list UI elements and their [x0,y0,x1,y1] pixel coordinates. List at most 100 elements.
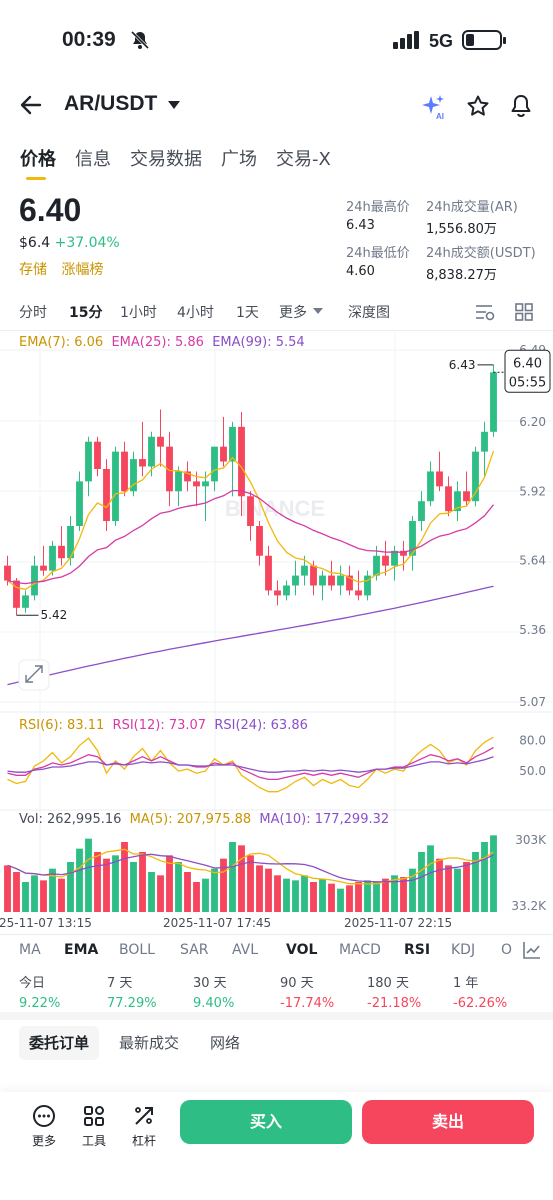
last-price: 6.40 [19,192,82,228]
candle-body [148,436,155,467]
sell-button[interactable]: 卖出 [362,1100,534,1144]
ind-kdj[interactable]: KDJ [451,942,476,958]
volume-bar [310,882,317,912]
tab-trading-data[interactable]: 交易数据 [130,149,202,170]
usd-price: $6.4 [19,235,51,251]
pair-title[interactable]: AR/USDT [64,92,158,115]
volume-bar [22,882,29,912]
tab-trade-x[interactable]: 交易-X [276,149,331,170]
perf-today: 今日 9.22% [19,976,61,1011]
indicator-chart-icon[interactable] [522,940,542,960]
candle-body [175,471,182,492]
vol-legend: Vol: 262,995.16 MA(5): 207,975.88 MA(10)… [19,812,389,827]
tf-line[interactable]: 分时 [19,305,47,321]
candle-body [472,451,479,502]
volume-bar [328,883,335,912]
tf-4h[interactable]: 4小时 [177,305,214,321]
volume-bar [103,858,110,912]
candle-body [265,555,272,591]
time-axis-label: 2025-11-07 17:45 [163,916,271,930]
layout-grid-icon[interactable] [514,302,534,322]
ind-rsi[interactable]: RSI [404,942,431,958]
candle-body [391,550,398,566]
bell-icon[interactable] [510,94,532,118]
tools-button[interactable]: 工具 [74,1104,114,1149]
candle-body [193,481,200,487]
volume-bar [292,880,299,912]
candle-body [202,481,209,487]
tf-more[interactable]: 更多 [279,305,307,321]
tf-15m[interactable]: 15分 [69,305,103,321]
pair-dropdown-icon[interactable] [168,101,180,109]
star-icon[interactable] [466,94,490,118]
volume-bar [40,880,47,912]
ind-ema[interactable]: EMA [64,942,99,958]
volume-bar [85,838,92,912]
rsi-line [7,736,494,793]
rsi6-legend: RSI(6): 83.11 [19,718,105,733]
tab-info[interactable]: 信息 [75,149,111,170]
chart-settings-icon[interactable] [474,302,496,322]
volume-bar [94,852,101,912]
tf-1h[interactable]: 1小时 [120,305,157,321]
tools-icon [84,1106,104,1126]
ema99-legend: EMA(99): 5.54 [212,335,305,350]
volume-bar [193,882,200,912]
candle-body [31,565,38,596]
tab-network[interactable]: 网络 [210,1034,241,1052]
tf-depth[interactable]: 深度图 [348,305,390,321]
vol-axis-label: 33.2K [511,899,547,913]
min-price-label: 5.42 [41,608,68,622]
kline-chart[interactable]: BINANCE 6.496.205.925.645.365.0780.050.0… [0,332,553,932]
ind-macd[interactable]: MACD [339,942,381,958]
ind-more[interactable]: O [501,942,513,958]
tab-orders[interactable]: 委托订单 [19,1026,100,1060]
more-caret-icon[interactable] [313,308,323,314]
candle-body [103,468,110,522]
candle-body [319,575,326,586]
volume-bar [265,868,272,912]
candle-body [346,575,353,591]
ai-sparkle-icon[interactable]: AI [420,94,446,120]
tag-list: 存储 涨幅榜 [19,259,113,279]
rsi24-legend: RSI(24): 63.86 [214,718,308,733]
ind-avl[interactable]: AVL [232,942,259,958]
ema25-line [7,489,495,585]
divider [0,330,553,331]
candle-body [310,565,317,586]
status-bar: 00:39 5G [0,0,553,80]
ind-sar[interactable]: SAR [180,942,209,958]
rsi-line [7,746,494,781]
price-axis-label: 5.07 [519,695,546,709]
tag-gainers[interactable]: 涨幅榜 [61,262,104,278]
volume-bar [391,875,398,912]
back-arrow-icon[interactable] [20,94,42,116]
leverage-icon [135,1107,153,1125]
indicator-tabs: MA EMA BOLL SAR AVL VOL MACD RSI KDJ O [0,942,553,962]
tab-price[interactable]: 价格 [20,145,56,181]
ind-ma[interactable]: MA [19,942,41,958]
volume-bar [490,835,497,912]
candle-body [40,565,47,571]
candle-body [301,565,308,576]
volume-bar [463,862,470,912]
tag-storage[interactable]: 存储 [19,262,47,278]
countdown-tag: 05:55 [509,375,546,390]
tab-latest-trades[interactable]: 最新成交 [119,1034,180,1052]
leverage-button[interactable]: 杠杆 [124,1104,164,1149]
candle-body [463,491,470,502]
ind-boll[interactable]: BOLL [119,942,155,958]
candle-body [67,526,74,559]
candle-body [49,545,56,571]
volume-bar [247,855,254,912]
more-button[interactable]: 更多 [24,1104,64,1149]
header: AR/USDT AI [0,84,553,128]
price-axis-label: 5.36 [519,623,546,637]
ema-legend: EMA(7): 6.06 EMA(25): 5.86 EMA(99): 5.54 [19,335,305,350]
ema7-legend: EMA(7): 6.06 [19,335,104,350]
buy-button[interactable]: 买入 [180,1100,352,1144]
ind-vol[interactable]: VOL [286,942,318,958]
tab-square[interactable]: 广场 [221,149,257,170]
expand-button[interactable] [18,659,50,691]
tf-1d[interactable]: 1天 [236,305,259,321]
